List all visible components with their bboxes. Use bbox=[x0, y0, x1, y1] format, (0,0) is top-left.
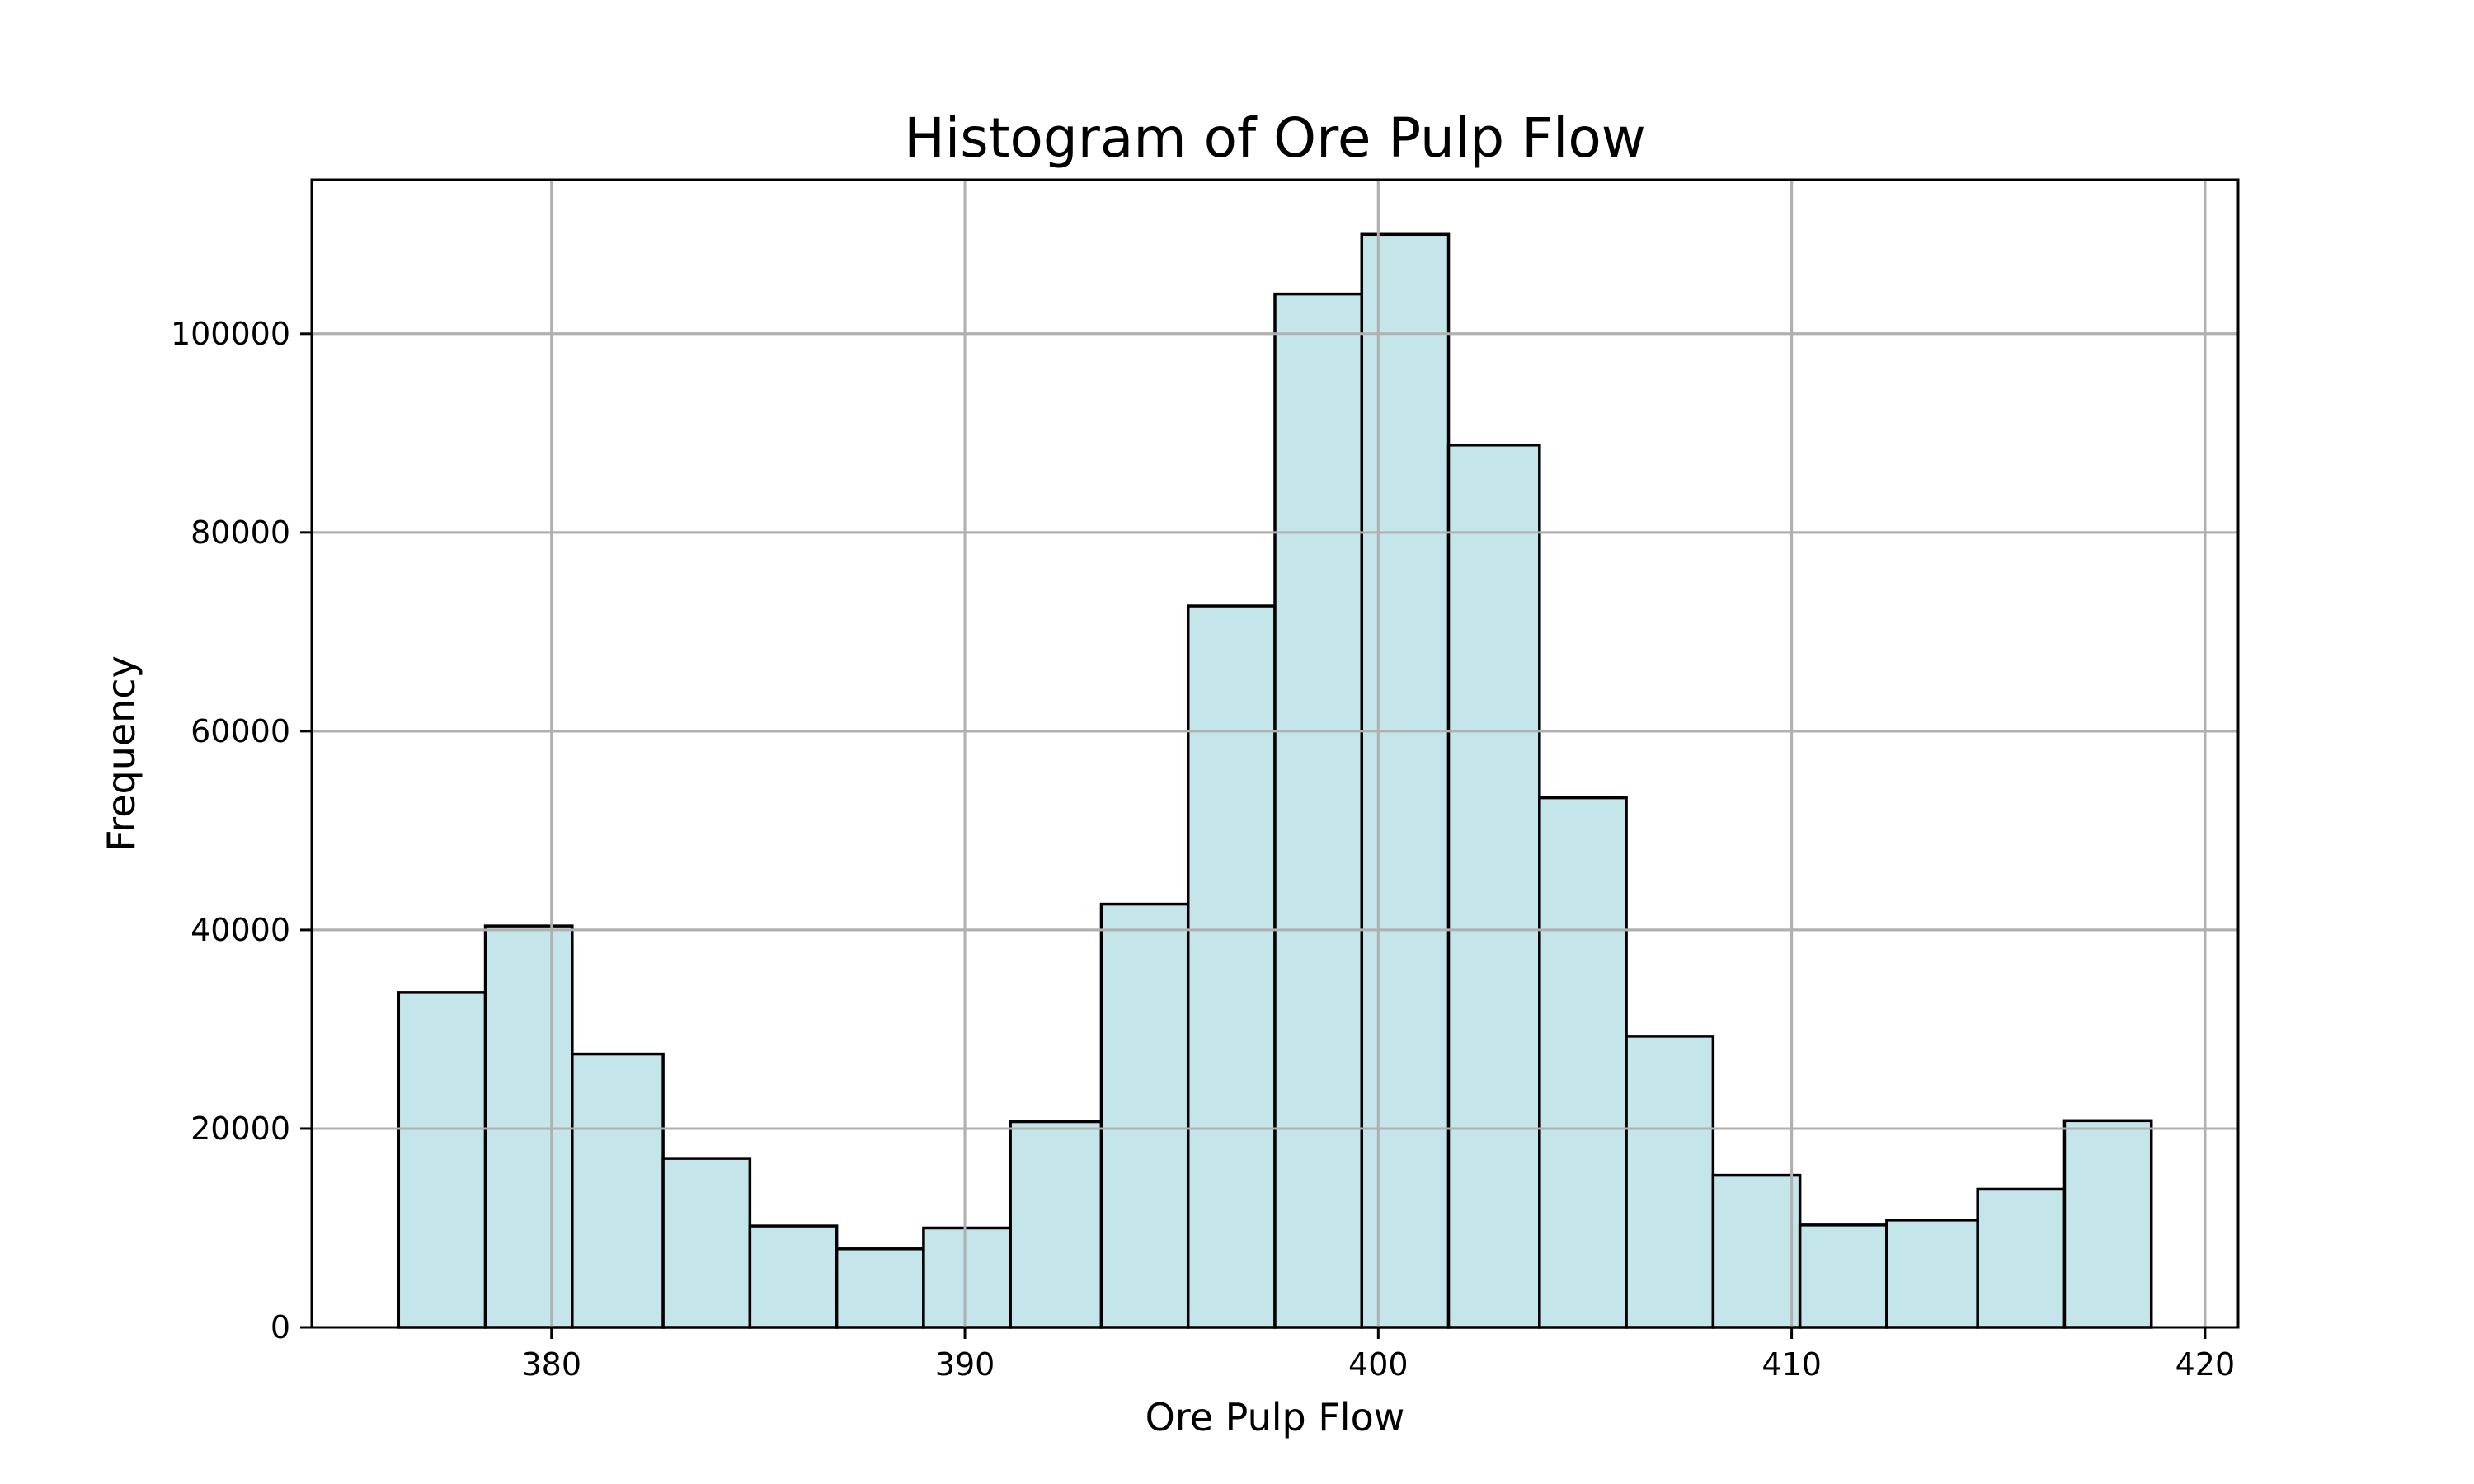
axis-ticks: 380 390 400 410 420 0 20000 40000 60000 80000 1000… bbox=[171, 316, 2235, 1383]
histogram-bars bbox=[312, 180, 2238, 1329]
histogram-bar bbox=[748, 1224, 839, 1329]
histogram-bar bbox=[397, 991, 487, 1329]
histogram-bar bbox=[1273, 292, 1364, 1329]
x-tick-label: 380 bbox=[521, 1346, 581, 1383]
x-tick-label: 420 bbox=[2175, 1346, 2236, 1383]
histogram-bar bbox=[483, 924, 574, 1329]
histogram-bar bbox=[835, 1247, 925, 1329]
x-tick-label: 400 bbox=[1348, 1346, 1409, 1383]
y-axis-label: Frequency bbox=[99, 655, 143, 852]
histogram-bar bbox=[1446, 444, 1541, 1329]
histogram-bar bbox=[1885, 1219, 1979, 1329]
histogram-bar bbox=[661, 1157, 752, 1329]
histogram-bar bbox=[1625, 1035, 1715, 1329]
x-axis-label: Ore Pulp Flow bbox=[1145, 1395, 1405, 1439]
y-tick-label: 20000 bbox=[190, 1111, 290, 1147]
y-tick-label: 60000 bbox=[190, 713, 290, 749]
x-tick-label: 410 bbox=[1761, 1346, 1822, 1383]
histogram-bar bbox=[571, 1052, 665, 1329]
plot-frame bbox=[310, 178, 2240, 1329]
y-tick-label: 40000 bbox=[190, 912, 290, 948]
y-tick-label: 0 bbox=[270, 1309, 290, 1345]
y-tick-label: 80000 bbox=[190, 514, 290, 551]
histogram-bar bbox=[922, 1226, 1012, 1329]
histogram-bar bbox=[2062, 1119, 2153, 1329]
y-tick-label: 100000 bbox=[171, 316, 290, 352]
histogram-bar bbox=[1009, 1120, 1103, 1329]
histogram-bar bbox=[1976, 1187, 2067, 1329]
histogram-bar bbox=[1099, 902, 1190, 1329]
chart-title: Histogram of Ore Pulp Flow bbox=[904, 106, 1646, 170]
histogram-bar bbox=[1538, 796, 1628, 1329]
histogram-bar bbox=[1360, 232, 1451, 1329]
histogram-bar bbox=[1798, 1223, 1888, 1329]
histogram-bar bbox=[1711, 1173, 1802, 1329]
x-tick-label: 390 bbox=[935, 1346, 995, 1383]
histogram-bar bbox=[1186, 604, 1277, 1329]
